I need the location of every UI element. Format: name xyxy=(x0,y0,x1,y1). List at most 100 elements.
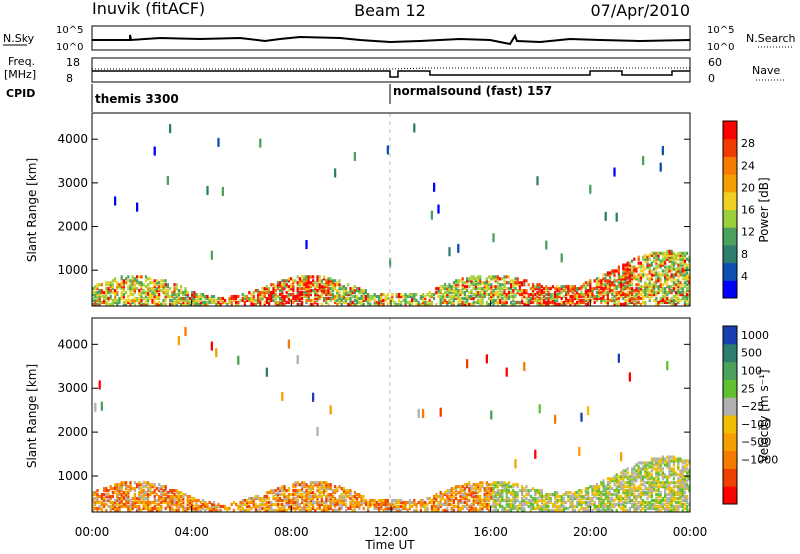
range-cell xyxy=(459,485,462,489)
range-cell xyxy=(650,291,653,295)
range-cell xyxy=(296,292,299,297)
range-cell xyxy=(587,283,590,287)
time-axis-label: Time UT xyxy=(364,538,415,552)
range-cell xyxy=(659,502,662,507)
range-cell xyxy=(329,500,332,505)
range-cell xyxy=(109,285,112,289)
range-cell xyxy=(580,300,583,305)
range-cell xyxy=(142,291,145,295)
range-cell xyxy=(455,485,458,489)
range-cell xyxy=(545,506,548,511)
range-cell xyxy=(153,496,156,501)
range-cell xyxy=(301,494,304,499)
range-cell xyxy=(175,496,178,501)
range-cell xyxy=(540,504,543,509)
range-cell xyxy=(642,502,645,507)
range-cell xyxy=(294,502,297,507)
range-cell xyxy=(688,257,691,261)
range-cell xyxy=(327,494,330,499)
range-cell xyxy=(536,292,539,297)
range-cell xyxy=(653,259,656,263)
range-cell xyxy=(472,506,475,511)
range-cell xyxy=(433,182,436,186)
range-cell xyxy=(556,292,559,297)
nave-label: Nave xyxy=(752,64,780,77)
range-cell xyxy=(560,500,563,505)
range-cell xyxy=(481,300,484,305)
range-cell xyxy=(686,283,689,287)
range-cell xyxy=(118,498,121,503)
range-cell xyxy=(151,294,154,299)
range-cell xyxy=(613,271,616,275)
range-cell xyxy=(595,506,598,511)
range-cell xyxy=(672,283,675,287)
range-cell xyxy=(620,281,623,285)
range-cell xyxy=(620,487,623,491)
range-cell xyxy=(210,256,213,260)
range-cell xyxy=(118,502,121,507)
range-cell xyxy=(686,289,689,293)
range-cell xyxy=(307,508,310,512)
range-cell xyxy=(94,502,97,507)
range-cell xyxy=(353,494,356,499)
range-cell xyxy=(351,294,354,299)
range-cell xyxy=(391,296,394,301)
range-cell xyxy=(191,292,194,297)
range-cell xyxy=(655,498,658,503)
range-cell xyxy=(433,496,436,501)
range-cell xyxy=(334,489,337,493)
range-cell xyxy=(567,285,570,289)
range-cell xyxy=(468,489,471,493)
range-cell xyxy=(338,287,341,291)
range-cell xyxy=(670,473,673,477)
range-cell xyxy=(217,139,220,143)
range-cell xyxy=(518,292,521,297)
range-cell xyxy=(96,492,99,497)
range-cell xyxy=(485,279,488,283)
range-cell xyxy=(503,283,506,287)
range-cell xyxy=(683,281,686,285)
range-cell xyxy=(661,455,664,459)
range-cell xyxy=(657,457,660,461)
range-cell xyxy=(241,506,244,511)
range-cell xyxy=(316,430,319,435)
range-cell xyxy=(576,504,579,509)
range-cell xyxy=(329,496,332,501)
range-cell xyxy=(323,283,326,287)
range-cell xyxy=(342,292,345,297)
range-cell xyxy=(435,291,438,295)
range-cell xyxy=(595,296,598,301)
range-cell xyxy=(683,277,686,281)
range-cell xyxy=(679,483,682,487)
range-cell xyxy=(422,500,425,505)
range-cell xyxy=(329,279,332,283)
range-cell xyxy=(653,255,656,259)
range-cell xyxy=(158,281,161,285)
range-cell xyxy=(481,502,484,507)
range-cell xyxy=(184,292,187,297)
range-cell xyxy=(655,469,658,473)
range-cell xyxy=(661,473,664,477)
range-cell xyxy=(611,289,614,293)
range-cell xyxy=(611,492,614,497)
time-tick-label: 12:00 xyxy=(374,525,409,539)
range-cell xyxy=(598,502,601,507)
range-cell xyxy=(477,294,480,299)
range-cell xyxy=(457,289,460,293)
range-cell xyxy=(272,287,275,291)
colorbar-segment xyxy=(723,121,737,140)
range-cell xyxy=(571,506,574,511)
range-cell xyxy=(261,506,264,511)
range-cell xyxy=(162,285,165,289)
range-cell xyxy=(307,279,310,283)
range-cell xyxy=(659,463,662,467)
range-cell xyxy=(294,506,297,511)
range-cell xyxy=(650,477,653,481)
range-cell xyxy=(94,406,97,410)
range-cell xyxy=(547,494,550,499)
range-cell xyxy=(606,287,609,291)
range-cell xyxy=(312,396,315,400)
range-cell xyxy=(371,498,374,503)
range-cell xyxy=(562,498,565,503)
range-cell xyxy=(263,498,266,503)
